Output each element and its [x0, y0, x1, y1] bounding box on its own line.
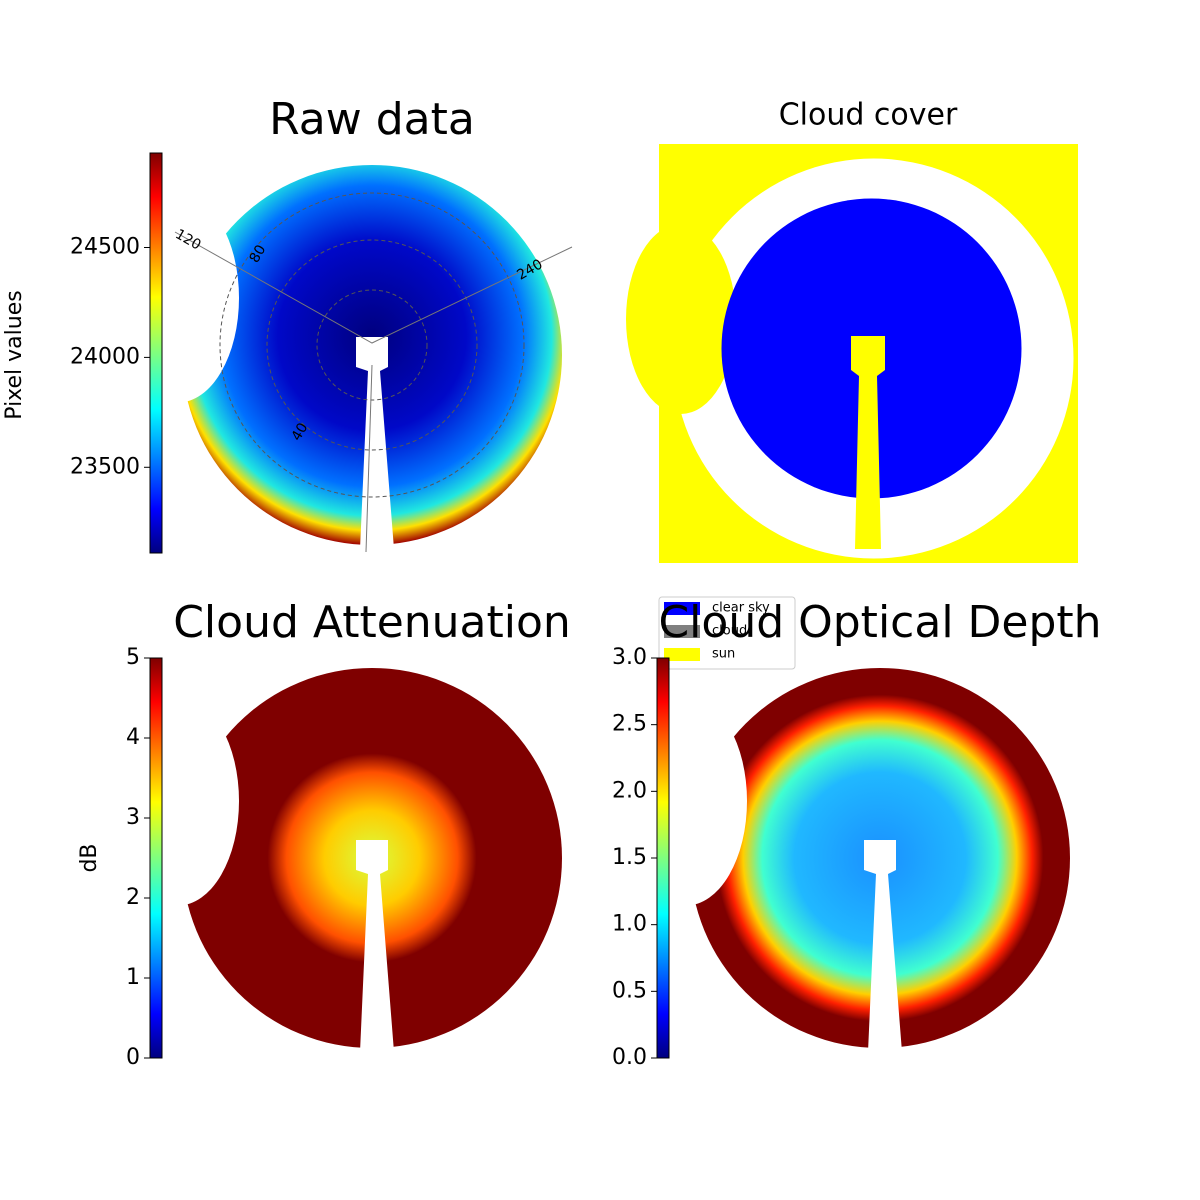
image-notch [117, 193, 239, 403]
polar-circle [266, 239, 478, 451]
image-notch [117, 696, 239, 906]
colorbar-tick-label: 2.0 [612, 778, 647, 803]
panel [626, 144, 1078, 563]
polar-spoke [174, 231, 573, 344]
colorbar-tick-label: 0.5 [612, 978, 647, 1003]
colorbar-tick-label: 2 [126, 885, 140, 910]
panel [117, 165, 562, 549]
colorbar-label: Pixel values [2, 290, 27, 419]
legend-swatch [664, 602, 700, 615]
colorbar [656, 657, 670, 1059]
panel-title: Cloud Attenuation [173, 597, 571, 648]
colorbar-tick-label: 23500 [70, 454, 140, 479]
colorbar-tick-label: 4 [126, 725, 140, 750]
colorbar-tick-label: 5 [126, 645, 140, 670]
colorbar-tick-label: 1.0 [612, 912, 647, 937]
colorbar-tick-label: 0 [126, 1045, 140, 1070]
colorbar-tick-label: 1 [126, 965, 140, 990]
legend-label: cloud [712, 624, 747, 639]
image-notch [625, 696, 747, 906]
colorbar-tick-label: 2.5 [612, 712, 647, 737]
mast-region [851, 336, 885, 549]
mast-mask [356, 840, 394, 1052]
polar-spoke [365, 364, 373, 553]
colorbar-tick-label: 3.0 [612, 645, 647, 670]
colorbar-label: dB [77, 843, 102, 872]
colorbar-tick-label: 24000 [70, 344, 140, 369]
colorbar [149, 152, 163, 554]
panel-title: Cloud cover [779, 98, 958, 133]
polar-annotation: 80 [247, 242, 270, 265]
legend-label: sun [712, 647, 735, 662]
panel [625, 668, 1070, 1052]
polar-grid [174, 192, 573, 553]
panel-title: Cloud Optical Depth [658, 597, 1101, 648]
panel-title: Raw data [269, 94, 475, 145]
colorbar [149, 657, 163, 1059]
panel [117, 668, 562, 1052]
polar-circle [316, 289, 428, 401]
legend-swatch [664, 625, 700, 638]
polar-annotation: 40 [289, 420, 312, 443]
sun-notch [626, 224, 736, 414]
colorbar-tick-label: 1.5 [612, 845, 647, 870]
colorbar-tick-label: 0.0 [612, 1045, 647, 1070]
polar-circle [219, 192, 525, 498]
legend-label: clear sky [712, 601, 770, 616]
colorbar-tick-label: 24500 [70, 235, 140, 260]
mast-mask [864, 840, 902, 1052]
colorbar-tick-label: 3 [126, 805, 140, 830]
legend-swatch [664, 648, 700, 661]
